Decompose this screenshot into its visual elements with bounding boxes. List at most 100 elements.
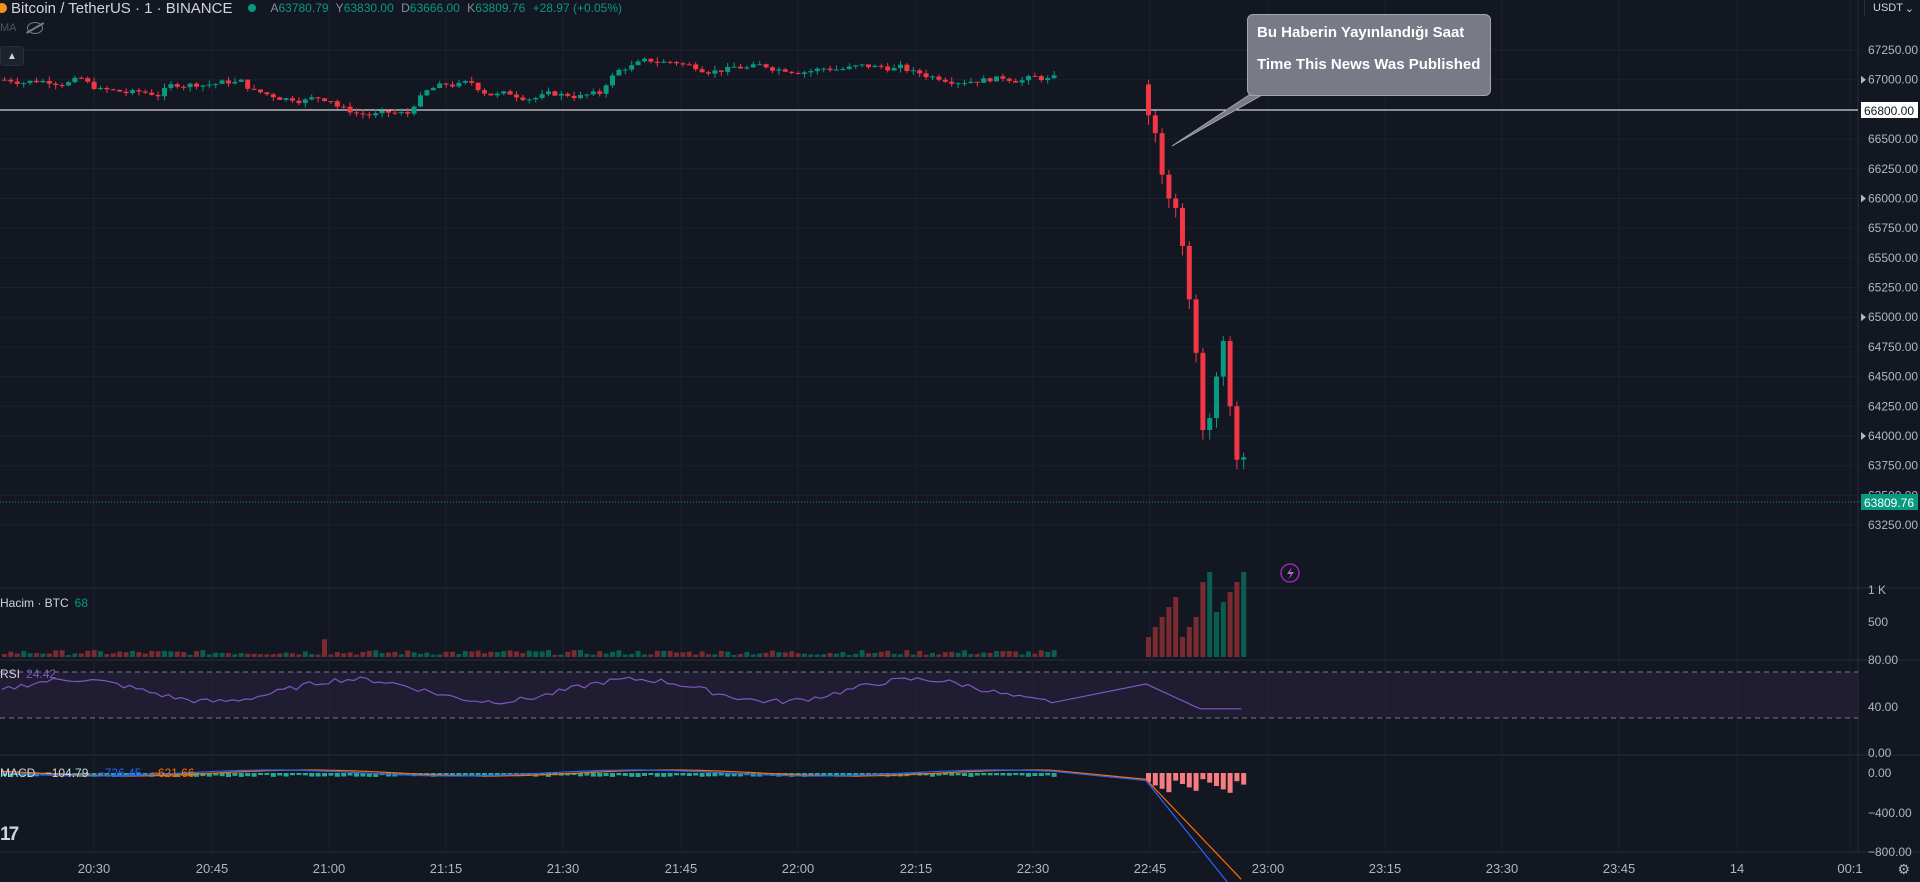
candle (1166, 174, 1172, 199)
candle (520, 97, 526, 100)
macd-histogram-bar (366, 773, 372, 777)
macd-histogram-bar (642, 773, 647, 776)
horizontal-line-price-tag (1861, 102, 1918, 118)
news-callout[interactable]: Bu Haberin Yayınlandığı Saat Time This N… (1247, 14, 1491, 96)
candle (296, 100, 302, 104)
volume-bar (558, 654, 564, 657)
candle (78, 77, 84, 79)
price-axis-label: 64750.00 (1868, 340, 1918, 354)
macd-signal-line (1, 769, 1242, 880)
macd-histogram-bar (584, 773, 590, 776)
macd-histogram-bar (277, 773, 283, 776)
macd-histogram-bar (488, 773, 494, 777)
price-axis-label: 66000.00 (1868, 191, 1918, 205)
candle (642, 58, 647, 62)
rsi-axis-label: 0.00 (1868, 746, 1892, 760)
volume-bar (443, 651, 449, 657)
candle (891, 68, 897, 71)
time-axis-label: 21:00 (313, 861, 346, 876)
volume-bar (686, 651, 692, 657)
macd-histogram-bar (936, 773, 942, 776)
volume-bar (142, 653, 148, 657)
currency-selector[interactable]: USDT ⌄ (1864, 0, 1920, 16)
candle (8, 79, 14, 82)
candle (584, 94, 590, 96)
macd-histogram-bar (456, 773, 462, 776)
candle (110, 89, 116, 91)
macd-histogram-bar (245, 773, 251, 777)
macd-histogram-bar (258, 773, 263, 776)
candle (482, 90, 487, 94)
candle (181, 86, 187, 88)
macd-histogram-bar (72, 773, 78, 776)
time-axis-label: 21:15 (430, 861, 463, 876)
volume-bar (136, 652, 142, 657)
volume-bar (853, 653, 859, 657)
candle (750, 64, 756, 68)
volume-bar (885, 650, 891, 657)
candle (674, 62, 679, 64)
candle (968, 81, 974, 84)
candle (1193, 299, 1199, 353)
volume-bar (1220, 602, 1226, 657)
candle (539, 94, 545, 98)
volume-bar (1038, 650, 1044, 657)
volume-bar (693, 654, 699, 657)
volume-bar (866, 653, 871, 657)
candle (475, 82, 481, 91)
macd-histogram-bar (1159, 773, 1165, 789)
volume-bar (629, 653, 635, 657)
volume-bar (994, 650, 999, 657)
candle (219, 80, 225, 84)
symbol-title[interactable]: Bitcoin / TetherUS · 1 · BINANCE (11, 0, 233, 17)
volume-bar (1006, 651, 1012, 657)
macd-histogram-bar (962, 773, 967, 777)
macd-histogram-bar (930, 773, 935, 777)
chevron-up-icon[interactable]: ▲ (0, 46, 24, 66)
volume-bar (14, 653, 20, 657)
volume-bar (654, 650, 660, 657)
volume-bar (283, 652, 289, 657)
macd-label: MACD (0, 766, 36, 780)
candle (622, 69, 628, 71)
last-price-label: 63809.76 (1864, 496, 1914, 510)
candle (597, 91, 603, 94)
settings-icon[interactable]: ⚙ (1897, 861, 1910, 877)
candle (834, 69, 839, 71)
indicator-ma-row[interactable]: MA (0, 22, 43, 34)
macd-histogram-bar (1173, 773, 1179, 781)
macd-legend[interactable]: MACD −104.79 −726.45 −621.66 (0, 766, 195, 780)
volume-bar (1241, 572, 1247, 657)
candle (302, 99, 308, 104)
price-axis-label: 65750.00 (1868, 221, 1918, 235)
tradingview-logo-icon[interactable]: 17 (0, 824, 19, 845)
candle (936, 76, 942, 80)
volume-bar (680, 652, 686, 657)
volume-bar (962, 650, 967, 657)
market-status-icon (248, 4, 257, 12)
candle (226, 80, 231, 84)
volume-legend[interactable]: Hacim · BTC 68 (0, 596, 88, 610)
volume-bar (750, 654, 756, 657)
candle (437, 83, 443, 89)
candle (949, 81, 955, 84)
candle (552, 91, 558, 96)
macd-histogram-bar (834, 773, 839, 777)
macd-histogram-bar (206, 773, 212, 777)
volume-bar (200, 650, 206, 657)
candle (533, 97, 539, 100)
candle (744, 67, 750, 69)
callout-line-2: Time This News Was Published (1257, 56, 1481, 73)
volume-bar (955, 652, 961, 657)
macd-histogram-bar (1051, 773, 1057, 777)
macd-histogram-bar (827, 773, 833, 776)
rsi-legend[interactable]: RSI 24.42 (0, 667, 56, 681)
time-axis-label: 23:15 (1369, 861, 1402, 876)
macd-histogram-bar (622, 773, 628, 776)
volume-bar (238, 653, 244, 657)
candle (1026, 76, 1031, 81)
candle (693, 64, 699, 70)
time-axis-label: 20:45 (196, 861, 229, 876)
eye-off-icon[interactable] (26, 22, 43, 34)
